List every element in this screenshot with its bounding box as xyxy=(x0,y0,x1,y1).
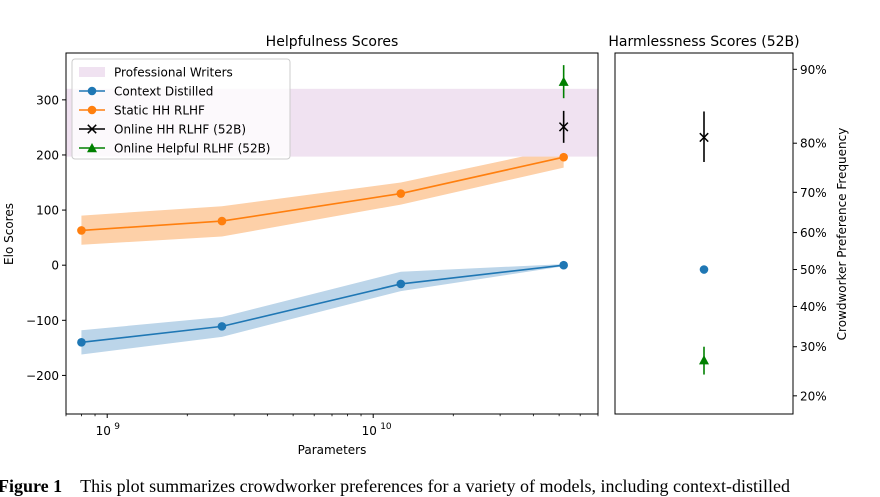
harmlessness-point-online-hh-rlhf-52b xyxy=(699,132,709,143)
legend-marker-online-helpful-rlhf-52b xyxy=(87,143,97,153)
series-lines xyxy=(81,156,564,344)
helpfulness-title: Helpfulness Scores xyxy=(266,34,399,50)
right-y-tick-label: 90% xyxy=(800,63,827,77)
confidence-bands xyxy=(81,147,564,355)
caption-spacer xyxy=(62,476,80,496)
online-hh-rlhf-52b-point xyxy=(558,122,569,132)
static-hh-rlhf-point xyxy=(77,226,86,235)
static-hh-rlhf-point xyxy=(559,152,568,162)
legend-swatch-professional-writers xyxy=(79,67,105,77)
legend: Professional Writers Context Distilled Sta… xyxy=(71,58,291,160)
right-y-axis-label: Crowdworker Preference Frequency xyxy=(835,128,849,341)
context-distilled-line xyxy=(81,264,564,344)
right-y-tick-label: 70% xyxy=(800,186,827,200)
harmlessness-plot-frame xyxy=(614,52,794,415)
legend-label-static-hh-rlhf: Static HH RLHF xyxy=(114,104,205,118)
x-tick-label: 10 xyxy=(96,424,111,438)
legend-label-online-helpful-rlhf-52b: Online Helpful RLHF (52B) xyxy=(114,142,271,156)
y-tick-label: −200 xyxy=(26,369,59,383)
legend-marker-context-distilled xyxy=(87,86,97,96)
context-distilled-band xyxy=(81,264,564,355)
static-hh-rlhf-band xyxy=(81,147,564,245)
y-tick-label: 100 xyxy=(36,204,59,218)
x-tick-label: 10 xyxy=(362,424,377,438)
right-y-tick-label: 50% xyxy=(800,263,827,277)
right-y-tick-label: 80% xyxy=(800,137,827,151)
legend-label-professional-writers: Professional Writers xyxy=(114,66,233,80)
figure-caption: Figure 1 This plot summarizes crowdworke… xyxy=(0,476,880,497)
legend-box xyxy=(71,58,291,160)
context-distilled-point xyxy=(217,322,227,331)
y-axis-label: Elo Scores xyxy=(2,203,16,265)
harmlessness-chart: 20% 30% 40% 50% 60% 70% 80% 90% Harmlessness Sc… xyxy=(608,34,849,415)
right-y-axis-ticks: 20% 30% 40% 50% 60% 70% 80% 90% xyxy=(793,63,827,403)
right-y-tick-label: 20% xyxy=(800,389,827,403)
static-hh-rlhf-point xyxy=(396,189,406,198)
right-y-tick-label: 60% xyxy=(800,226,827,240)
static-hh-rlhf-point xyxy=(217,216,227,226)
x-tick-exponent: 9 xyxy=(114,422,120,432)
y-tick-label: 300 xyxy=(36,93,59,107)
y-tick-label: −100 xyxy=(26,314,59,328)
y-tick-label: 0 xyxy=(51,259,59,273)
y-axis-ticks: −200 −100 0 100 200 300 xyxy=(26,93,66,383)
series-markers xyxy=(77,76,569,347)
context-distilled-point xyxy=(77,338,86,347)
legend-marker-static-hh-rlhf xyxy=(87,105,97,115)
legend-label-context-distilled: Context Distilled xyxy=(114,85,213,99)
context-distilled-point xyxy=(559,260,568,270)
harmlessness-markers xyxy=(699,132,709,365)
y-tick-label: 200 xyxy=(36,148,59,162)
context-distilled-point xyxy=(396,279,406,289)
online-helpful-rlhf-52b-point xyxy=(558,76,569,86)
x-axis-ticks: 10 9 10 10 xyxy=(65,414,599,438)
caption-text: This plot summarizes crowdworker prefere… xyxy=(80,476,790,496)
x-tick-exponent: 10 xyxy=(380,422,392,432)
caption-label: Figure 1 xyxy=(0,476,63,496)
x-axis-label: Parameters xyxy=(298,443,367,457)
right-y-tick-label: 30% xyxy=(800,340,827,354)
harmlessness-point-online-helpful-rlhf-52b xyxy=(699,355,709,365)
right-y-tick-label: 40% xyxy=(800,300,827,314)
legend-marker-online-hh-rlhf-52b xyxy=(87,124,97,134)
harmlessness-point-context-distilled xyxy=(699,265,709,274)
legend-label-online-hh-rlhf-52b: Online HH RLHF (52B) xyxy=(114,123,246,137)
static-hh-rlhf-line xyxy=(81,156,564,232)
harmlessness-title: Harmlessness Scores (52B) xyxy=(608,34,799,50)
